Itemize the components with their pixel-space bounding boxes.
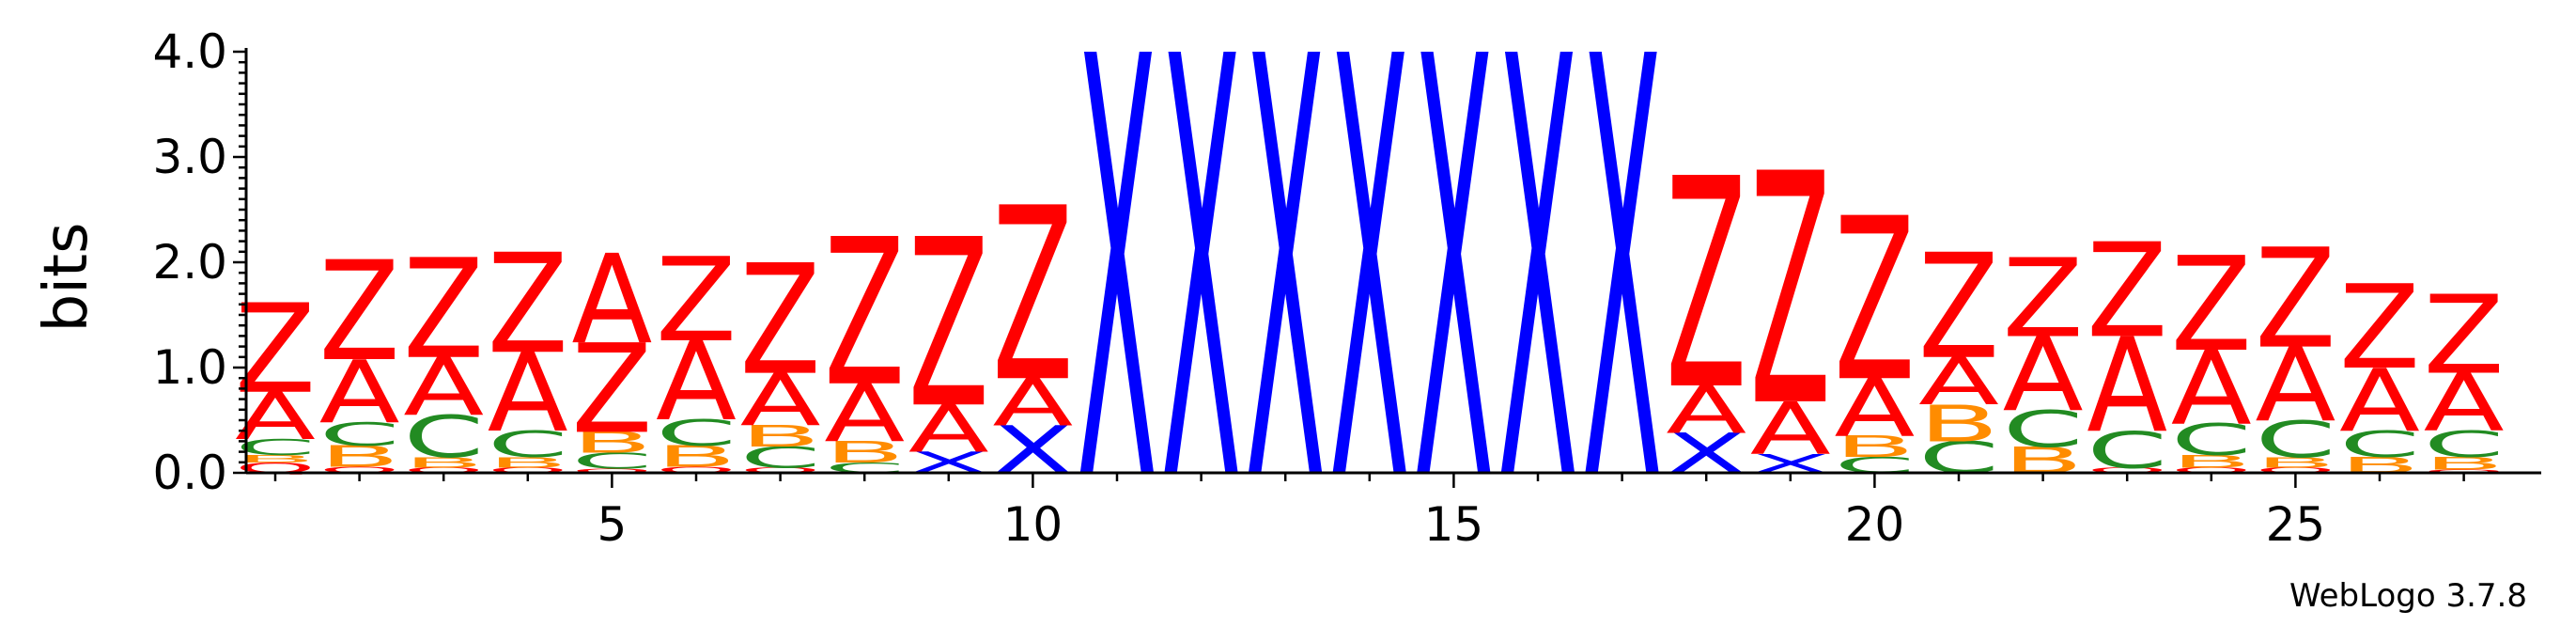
logo-glyph-C: C — [740, 441, 821, 475]
axes: 0.0 1.0 2.0 3.0 4.0 5 10 15 20 25 — [152, 24, 2541, 552]
logo-glyph-B: B — [2424, 454, 2505, 474]
x-tick-label: 5 — [597, 497, 627, 552]
x-tick-label: 25 — [2266, 497, 2326, 552]
y-axis-label: bits — [32, 223, 101, 333]
logo-glyph-C: C — [2171, 415, 2252, 465]
weblogo-credit: WebLogo 3.7.8 — [2289, 577, 2527, 615]
logo-glyph-B: B — [1918, 394, 1999, 453]
logo-glyph-X: X — [1582, 0, 1663, 609]
logo-glyph-C: C — [2424, 423, 2505, 465]
logo-glyph-B: B — [1834, 431, 1915, 464]
logo-glyph-A: A — [403, 342, 484, 434]
logo-glyph-B: B — [571, 426, 652, 460]
logo-glyph-Z: Z — [824, 196, 905, 431]
logo-glyph-C: C — [235, 435, 316, 461]
logo-glyph-X: X — [1077, 0, 1157, 609]
logo-glyph-A: A — [1834, 363, 1915, 455]
logo-glyph-Z: Z — [2003, 236, 2084, 362]
logo-glyph-A: A — [740, 358, 821, 443]
logo-glyph-C: C — [403, 403, 484, 470]
logo-glyph-B: B — [403, 454, 484, 471]
logo-glyph-Z: Z — [2171, 229, 2252, 381]
logo-glyph-A: A — [2424, 358, 2505, 450]
logo-glyph-X: X — [1161, 0, 1242, 609]
logo-glyph-X: X — [1329, 0, 1410, 609]
logo-glyph-Z: Z — [1834, 170, 1915, 431]
logo-glyph-Z: Z — [235, 278, 316, 421]
y-tick-label: 2.0 — [152, 235, 227, 290]
logo-glyph-A: A — [824, 368, 905, 461]
logo-glyph-C: C — [2087, 421, 2167, 479]
x-tick-label: 20 — [1845, 497, 1905, 552]
logo-glyph-X: X — [1497, 0, 1578, 609]
logo-glyph-Z: Z — [992, 158, 1073, 435]
logo-glyph-A: A — [2087, 311, 2167, 462]
logo-glyph-C: C — [571, 448, 652, 474]
logo-glyph-A: A — [656, 320, 737, 446]
logo-glyph-Q: Q — [2255, 466, 2335, 475]
logo-glyph-Q: Q — [571, 467, 652, 474]
logo-glyph-Z: Z — [2339, 261, 2420, 395]
logo-glyph-C: C — [488, 423, 568, 465]
logo-glyph-A: A — [319, 342, 400, 443]
x-tick-label: 15 — [1424, 497, 1484, 552]
logo-glyph-A: A — [1750, 386, 1831, 471]
logo-glyph-C: C — [2003, 400, 2084, 459]
logo-glyph-Z: Z — [908, 191, 989, 460]
y-tick-label: 0.0 — [152, 446, 227, 500]
y-tick-label: 3.0 — [152, 130, 227, 184]
logo-glyph-A: A — [488, 331, 568, 457]
logo-glyph-Q: Q — [2171, 466, 2252, 475]
logo-glyph-A: A — [908, 392, 989, 467]
logo-glyph-Q: Q — [2087, 466, 2167, 475]
logo-glyph-Z: Z — [1666, 118, 1746, 454]
logo-glyph-Z: Z — [740, 233, 821, 409]
logo-glyph-Q: Q — [2424, 469, 2505, 474]
logo-glyph-A: A — [1666, 372, 1746, 447]
logo-glyph-B: B — [824, 435, 905, 469]
logo-glyph-Z: Z — [2255, 221, 2335, 380]
logo-glyph-B: B — [2255, 454, 2335, 471]
logo-glyph-C: C — [2255, 411, 2335, 469]
y-tick-label: 4.0 — [152, 24, 227, 79]
logo-glyphs: QBCAZQBCAZQBCAZQBCAZQCBZAQBCAZQCBAZCBAZX… — [235, 0, 2505, 609]
logo-glyph-C: C — [2339, 423, 2420, 465]
logo-glyph-Z: Z — [656, 234, 737, 368]
logo-glyph-A: A — [2339, 351, 2420, 451]
logo-glyph-A: A — [992, 366, 1073, 441]
logo-glyph-A: A — [2003, 316, 2084, 434]
logo-glyph-Q: Q — [488, 466, 568, 475]
logo-glyph-A: A — [571, 229, 652, 372]
logo-glyph-Z: Z — [2424, 273, 2505, 399]
logo-glyph-A: A — [1918, 344, 1999, 419]
logo-glyph-Z: Z — [319, 233, 400, 392]
logo-glyph-X: X — [1413, 0, 1494, 609]
logo-glyph-B: B — [488, 454, 568, 471]
logo-glyph-A: A — [2171, 329, 2252, 447]
logo-glyph-A: A — [235, 379, 316, 454]
x-tick-label: 10 — [1003, 497, 1063, 552]
logo-glyph-B: B — [2171, 452, 2252, 472]
logo-glyph-C: C — [319, 416, 400, 453]
logo-glyph-C: C — [656, 412, 737, 454]
logo-glyph-B: B — [656, 440, 737, 474]
logo-glyph-Z: Z — [403, 231, 484, 390]
y-tick-label: 1.0 — [152, 340, 227, 395]
logo-glyph-Q: Q — [319, 465, 400, 476]
logo-glyph-B: B — [740, 419, 821, 453]
logo-glyph-A: A — [2255, 326, 2335, 445]
logo-glyph-X: X — [1245, 0, 1326, 609]
logo-glyph-Z: Z — [2087, 216, 2167, 368]
logo-glyph-B: B — [235, 453, 316, 465]
logo-glyph-Q: Q — [656, 465, 737, 476]
logo-glyph-Q: Q — [403, 466, 484, 475]
logo-glyph-Z: Z — [1750, 107, 1831, 478]
logo-glyph-Z: Z — [571, 319, 652, 462]
logo-glyph-Z: Z — [488, 226, 568, 384]
logo-glyph-Z: Z — [1918, 225, 1999, 392]
logo-glyph-Q: Q — [740, 466, 821, 475]
logo-glyph-B: B — [319, 440, 400, 474]
